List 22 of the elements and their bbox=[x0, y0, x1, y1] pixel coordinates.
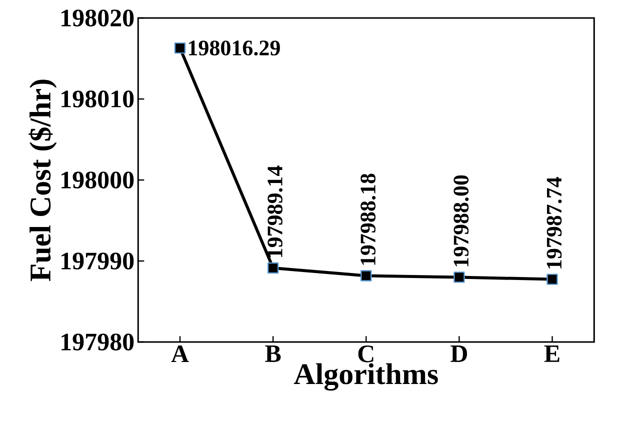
data-label: 197988.00 bbox=[454, 175, 469, 266]
point bbox=[360, 270, 372, 282]
x-tick-label: E bbox=[544, 346, 560, 362]
y-axis-title: Fuel Cost ($/hr) bbox=[28, 80, 57, 282]
x-axis-title: Algorithms bbox=[294, 363, 438, 391]
data-label: 198016.29 bbox=[188, 40, 280, 56]
data-label: 197989.14 bbox=[268, 166, 283, 258]
data-label: 197988.18 bbox=[360, 174, 376, 265]
y-tick-label: 198020 bbox=[62, 10, 134, 26]
y-tick-label: 197980 bbox=[62, 334, 134, 350]
y-tick-label: 198010 bbox=[62, 90, 134, 108]
x-tick-label: D bbox=[450, 346, 467, 362]
point bbox=[267, 262, 279, 274]
y-tick-label: 198000 bbox=[62, 172, 134, 188]
x-tick-label: C bbox=[358, 346, 374, 362]
x-tick-label: A bbox=[171, 346, 189, 362]
point bbox=[546, 274, 558, 285]
point bbox=[454, 272, 465, 283]
point bbox=[174, 42, 186, 54]
data-label: 197987.74 bbox=[546, 177, 562, 268]
y-tick-label: 197990 bbox=[62, 252, 134, 270]
x-tick-label: B bbox=[265, 346, 281, 362]
